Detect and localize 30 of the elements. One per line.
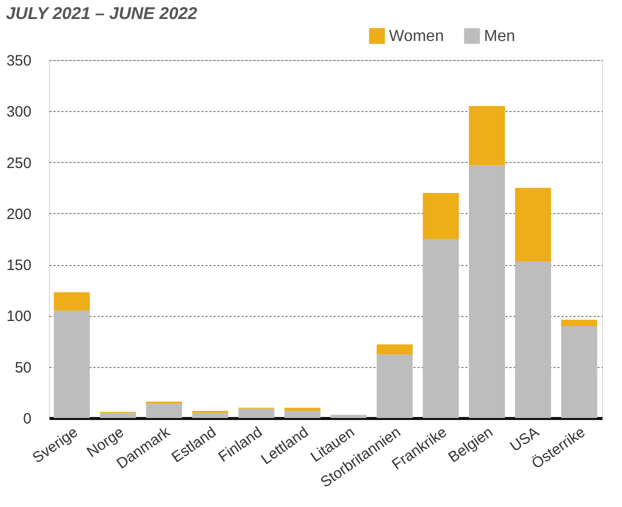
bar xyxy=(561,326,598,418)
y-tick-label: 0 xyxy=(23,410,32,428)
bar xyxy=(54,292,90,311)
bar xyxy=(54,310,90,418)
bar xyxy=(422,239,459,418)
legend-label: Men xyxy=(484,28,516,45)
bar xyxy=(376,354,413,418)
bar xyxy=(284,410,320,418)
bar xyxy=(515,188,552,262)
legend-label: Women xyxy=(389,28,444,45)
bar xyxy=(561,320,598,326)
y-tick-label: 100 xyxy=(6,308,32,326)
y-tick-label: 200 xyxy=(6,206,32,223)
bar xyxy=(376,344,413,355)
y-tick-label: 250 xyxy=(6,154,32,172)
y-tick-label: 300 xyxy=(6,104,32,121)
bar xyxy=(422,192,459,239)
bar xyxy=(192,412,228,418)
bar xyxy=(146,404,182,418)
chart-title: JULY 2021 – JUNE 2022 xyxy=(6,4,198,23)
y-tick-label: 50 xyxy=(14,359,32,376)
bar xyxy=(284,408,320,411)
bar xyxy=(238,408,274,418)
bar xyxy=(468,106,505,166)
bar xyxy=(515,262,552,418)
bar xyxy=(100,412,136,418)
y-tick-label: 350 xyxy=(6,52,32,70)
bar xyxy=(468,165,505,418)
bar xyxy=(330,414,367,418)
y-tick-label: 150 xyxy=(6,257,32,274)
